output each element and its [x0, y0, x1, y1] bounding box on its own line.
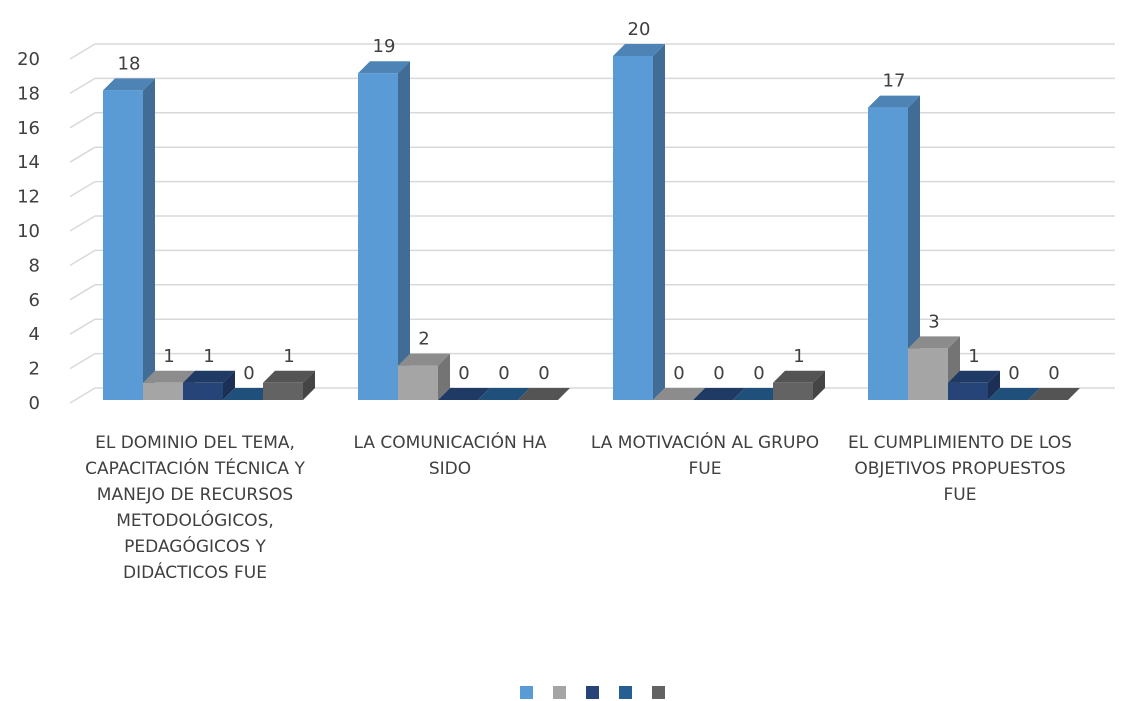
- value-label: 0: [753, 363, 764, 384]
- bar-top: [223, 388, 275, 400]
- y-tick-label: 6: [29, 290, 40, 311]
- bar-top: [518, 388, 570, 400]
- legend-swatch: [553, 686, 566, 699]
- y-tick-label: 4: [29, 324, 40, 345]
- bar-side: [653, 44, 665, 400]
- bar-top: [478, 388, 530, 400]
- grid-line: [69, 284, 96, 301]
- x-tick-label: EL DOMINIO DEL TEMA, CAPACITACIÓN TÉCNIC…: [85, 433, 305, 583]
- y-tick-label: 10: [17, 221, 40, 242]
- bar-top: [908, 336, 960, 349]
- bar-side: [908, 95, 920, 400]
- bar-side: [438, 353, 450, 400]
- bar-side: [223, 370, 235, 400]
- value-label: 0: [1048, 363, 1059, 384]
- value-label: 1: [793, 346, 804, 367]
- bar-top: [263, 370, 315, 383]
- x-tick-label: EL CUMPLIMIENTO DE LOS OBJETIVOS PROPUES…: [848, 433, 1072, 505]
- bar: [183, 382, 223, 400]
- bar-top: [1028, 388, 1080, 400]
- legend-swatch: [586, 686, 599, 699]
- bar-side: [303, 370, 315, 400]
- y-tick-label: 18: [17, 83, 40, 104]
- value-label: 1: [203, 346, 214, 367]
- bar: [358, 73, 398, 400]
- bar-top: [358, 61, 410, 74]
- value-label: 1: [283, 346, 294, 367]
- y-tick-label: 8: [29, 255, 40, 276]
- value-label: 19: [373, 36, 396, 57]
- legend-swatch: [652, 686, 665, 699]
- bar-side: [143, 78, 155, 401]
- x-tick-label: LA MOTIVACIÓN AL GRUPO FUE: [590, 433, 820, 479]
- value-label: 0: [243, 363, 254, 384]
- value-label: 0: [673, 363, 684, 384]
- grid-line: [69, 352, 96, 370]
- bar: [868, 107, 908, 400]
- grid-line: [69, 249, 96, 267]
- bar: [773, 382, 813, 400]
- value-label: 18: [118, 53, 141, 74]
- bar-top: [613, 44, 665, 56]
- value-label: 1: [968, 346, 979, 367]
- bar-top: [948, 370, 1000, 383]
- value-label: 20: [628, 19, 651, 40]
- value-label: 2: [418, 329, 429, 350]
- x-tick-label: LA COMUNICACIÓN HA SIDO: [353, 433, 547, 479]
- grid-line: [69, 112, 96, 129]
- y-tick-label: 12: [17, 187, 40, 208]
- y-tick-label: 2: [29, 359, 40, 380]
- grid-line: [69, 215, 96, 232]
- bar-top: [398, 353, 450, 366]
- bar-top: [183, 370, 235, 383]
- value-label: 0: [498, 363, 509, 384]
- grid-line: [69, 146, 96, 163]
- value-label: 0: [713, 363, 724, 384]
- bar-top: [103, 78, 155, 91]
- legend-swatch: [520, 686, 533, 699]
- bar: [143, 382, 183, 400]
- bar-side: [813, 370, 825, 400]
- bar-top: [773, 370, 825, 383]
- legend-swatch: [619, 686, 632, 699]
- bar: [103, 90, 143, 401]
- value-label: 0: [1008, 363, 1019, 384]
- bar-top: [693, 388, 745, 400]
- bar-top: [868, 95, 920, 108]
- bar: [398, 365, 438, 400]
- bar: [613, 56, 653, 400]
- y-tick-label: 16: [17, 118, 40, 139]
- grid-line: [69, 318, 96, 335]
- bar-side: [398, 61, 410, 400]
- value-label: 1: [163, 346, 174, 367]
- bar: [948, 382, 988, 400]
- y-tick-label: 14: [17, 152, 40, 173]
- grid-line: [69, 43, 96, 60]
- value-label: 0: [538, 363, 549, 384]
- bar-top: [653, 388, 705, 400]
- value-label: 3: [928, 311, 939, 332]
- bar: [908, 348, 948, 400]
- bar-top: [143, 370, 195, 383]
- grid-line: [69, 77, 96, 95]
- bar: [263, 382, 303, 400]
- y-tick-label: 0: [29, 393, 40, 414]
- bar-top: [438, 388, 490, 400]
- value-label: 17: [883, 71, 906, 92]
- grid-line: [69, 180, 96, 198]
- bar-side: [988, 370, 1000, 400]
- y-tick-label: 20: [17, 49, 40, 70]
- bar-top: [988, 388, 1040, 400]
- grid-line: [69, 387, 96, 404]
- value-label: 0: [458, 363, 469, 384]
- bar-top: [733, 388, 785, 400]
